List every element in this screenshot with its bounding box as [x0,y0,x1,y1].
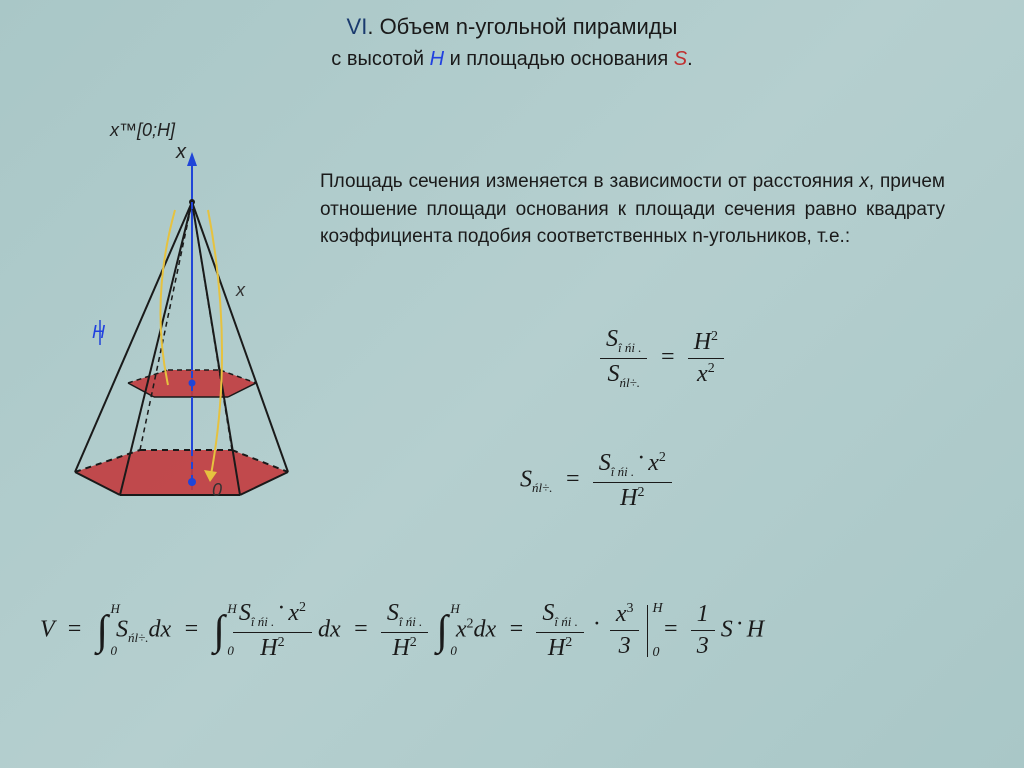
subtitle-H: Н [430,48,444,70]
body-paragraph: Площадь сечения изменяется в зависимости… [320,168,945,251]
page-subtitle: с высотой Н и площадью основания S. [0,48,1024,71]
f3-t3-sub: î ńi . [399,614,422,629]
body-t1: Площадь сечения изменяется в зависимости… [320,171,859,192]
f1-H: H [694,329,711,355]
f3-t3-H: H [392,635,409,661]
formula-section-area: Sńl÷. = Sî ńi .·x2 H2 [520,450,672,512]
f2-sub-osn: î ńi . [611,464,634,479]
f3-i2-ub: H [227,601,236,617]
f3-t3-dx: x [485,616,496,642]
f3-bar-lb: 0 [652,645,659,661]
domain-label: x™[0;H] [110,120,175,141]
zero-origin-label: 0 [212,480,222,501]
axis-foot-point [188,478,196,486]
f2-S-num: S [599,450,611,476]
edge-l4 [192,202,288,472]
f3-t2-S: S [239,600,251,626]
formula-ratio: Sî ńi . Sńl÷. = H2 x2 [600,326,724,391]
f3-t1-S: S [116,616,128,642]
f3-V: V [40,616,54,642]
f3-i3-lb: 0 [450,643,457,659]
f3-t3-sq: 2 [410,635,417,650]
f1-S-num: S [606,326,618,352]
f3-t3-S: S [387,600,399,626]
subtitle-mid: и площадью основания [444,48,674,70]
f3-t1-d: d [148,616,160,642]
f3-t4-sq: 2 [565,635,572,650]
f2-S: S [520,466,532,492]
f2-x-sq: 2 [659,450,666,465]
subtitle-end: . [687,48,693,70]
f1-sub-sech: ńl÷. [619,375,640,390]
title-text: . Объем n-угольной пирамиды [367,14,677,39]
f3-t5-1: 1 [691,601,715,631]
f3-t2-sq: 2 [299,600,306,615]
f3-t5-H: H [747,616,764,642]
f1-x: x [697,361,708,387]
f3-i1-ub: H [110,601,119,617]
f3-i2-lb: 0 [227,643,234,659]
f1-H-sq: 2 [711,329,718,344]
edge-l5 [140,202,192,450]
formula-volume-integral: V = ∫H0 Sńl÷.dx = ∫H0 Sî ńi .·x2 H2 dx =… [40,600,1000,662]
f3-t4-H: H [548,635,565,661]
f2-sub-sech: ńl÷. [532,480,553,495]
f2-x: x [648,450,659,476]
f2-H: H [620,485,637,511]
f3-t5-3: 3 [691,631,715,660]
f2-H-sq: 2 [637,485,644,500]
f3-t2-dx: x [330,616,341,642]
x-small-label: x [236,280,245,301]
body-x: x [859,171,869,192]
f3-t2-H: H [260,635,277,661]
f3-t1-sub: ńl÷. [128,630,149,645]
f3-t2-sub: î ńi . [251,614,274,629]
f1-sub-osn: î ńi . [618,340,641,355]
f3-t1-x: x [160,616,171,642]
f3-t3-x: x [456,616,467,642]
f3-t4-S: S [542,600,554,626]
f3-bar-ub: H [652,601,662,617]
f3-i3-ub: H [450,601,459,617]
f3-i1-lb: 0 [110,643,117,659]
subtitle-pre: с высотой [331,48,429,70]
f3-t3-d: d [473,616,485,642]
f3-t4-x: x [616,601,627,627]
axis-section-point [189,380,196,387]
roman-numeral: VI [347,14,368,39]
f3-t5-S: S [721,616,733,642]
f3-t4-cube: 3 [626,601,633,616]
f1-S-den: S [607,361,619,387]
pyramid-diagram [30,150,310,530]
f3-t2-x: x [288,600,299,626]
f3-t4-sub: î ńi . [554,614,577,629]
f3-t2-Hsq: 2 [278,635,285,650]
H-height-label: H [92,322,105,343]
page-title: VI. Объем n-угольной пирамиды [0,0,1024,40]
f3-t2-d: d [318,616,330,642]
subtitle-S: S [674,48,687,70]
axis-arrowhead [187,152,197,166]
f3-t4-3: 3 [610,631,640,660]
f1-x-sq: 2 [708,361,715,376]
